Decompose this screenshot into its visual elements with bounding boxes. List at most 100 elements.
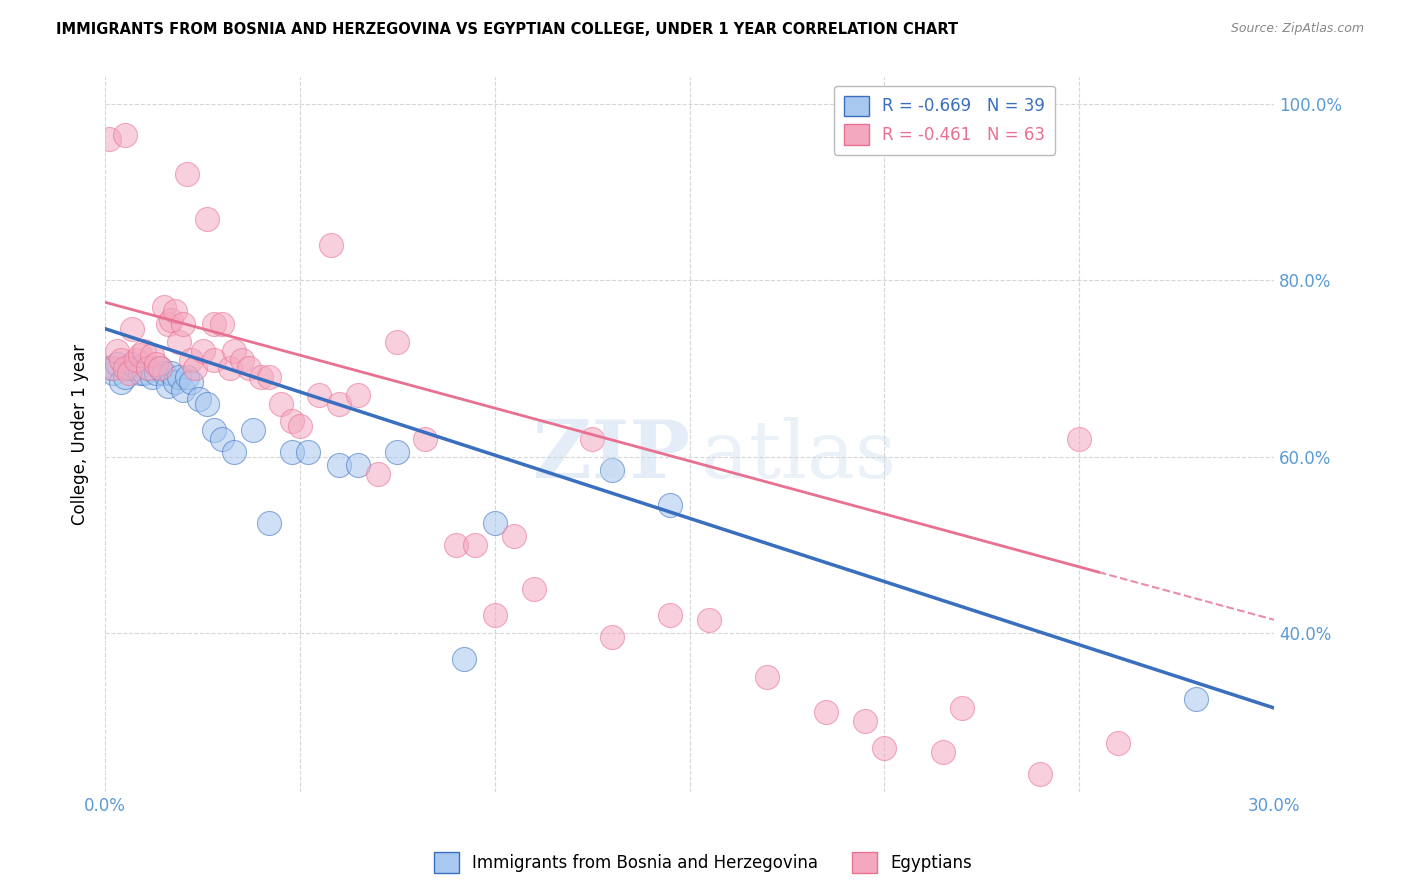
Point xyxy=(145,366,167,380)
Point xyxy=(453,652,475,666)
Point xyxy=(581,432,603,446)
Point xyxy=(211,432,233,446)
Point xyxy=(242,423,264,437)
Point xyxy=(600,463,623,477)
Point xyxy=(165,304,187,318)
Point xyxy=(756,670,779,684)
Point xyxy=(117,361,139,376)
Point xyxy=(347,458,370,473)
Point xyxy=(202,352,225,367)
Point xyxy=(288,418,311,433)
Point xyxy=(387,334,409,349)
Point xyxy=(176,370,198,384)
Point xyxy=(98,361,121,376)
Y-axis label: College, Under 1 year: College, Under 1 year xyxy=(72,344,89,525)
Point xyxy=(180,352,202,367)
Point xyxy=(464,538,486,552)
Point xyxy=(222,343,245,358)
Point xyxy=(184,361,207,376)
Point xyxy=(523,582,546,596)
Point xyxy=(321,238,343,252)
Point xyxy=(187,392,209,407)
Point xyxy=(231,352,253,367)
Point xyxy=(328,397,350,411)
Point xyxy=(134,366,156,380)
Point xyxy=(444,538,467,552)
Point xyxy=(152,366,174,380)
Point xyxy=(281,414,304,428)
Point xyxy=(814,706,837,720)
Point xyxy=(110,352,132,367)
Point xyxy=(932,745,955,759)
Point xyxy=(149,361,172,376)
Point xyxy=(101,366,124,380)
Point xyxy=(297,445,319,459)
Point xyxy=(156,318,179,332)
Point xyxy=(121,357,143,371)
Point xyxy=(222,445,245,459)
Point xyxy=(176,168,198,182)
Point xyxy=(1107,736,1129,750)
Point xyxy=(1069,432,1091,446)
Point xyxy=(125,361,148,376)
Point xyxy=(1029,767,1052,781)
Point xyxy=(873,740,896,755)
Point xyxy=(503,529,526,543)
Text: Source: ZipAtlas.com: Source: ZipAtlas.com xyxy=(1230,22,1364,36)
Legend: R = -0.669   N = 39, R = -0.461   N = 63: R = -0.669 N = 39, R = -0.461 N = 63 xyxy=(834,86,1056,155)
Point xyxy=(367,467,389,482)
Point xyxy=(136,361,159,376)
Point xyxy=(125,352,148,367)
Point xyxy=(270,397,292,411)
Point xyxy=(191,343,214,358)
Point xyxy=(250,370,273,384)
Text: IMMIGRANTS FROM BOSNIA AND HERZEGOVINA VS EGYPTIAN COLLEGE, UNDER 1 YEAR CORRELA: IMMIGRANTS FROM BOSNIA AND HERZEGOVINA V… xyxy=(56,22,959,37)
Point xyxy=(413,432,436,446)
Point xyxy=(202,318,225,332)
Text: ZIP: ZIP xyxy=(533,417,689,495)
Point xyxy=(136,361,159,376)
Point xyxy=(167,370,190,384)
Point xyxy=(129,366,152,380)
Point xyxy=(160,313,183,327)
Point xyxy=(600,631,623,645)
Point xyxy=(202,423,225,437)
Point xyxy=(659,498,682,512)
Point xyxy=(101,361,124,376)
Point xyxy=(387,445,409,459)
Point xyxy=(1185,692,1208,706)
Point xyxy=(308,388,330,402)
Point xyxy=(141,370,163,384)
Point xyxy=(484,608,506,623)
Point xyxy=(257,370,280,384)
Point xyxy=(117,366,139,380)
Point xyxy=(257,516,280,530)
Point xyxy=(659,608,682,623)
Point xyxy=(180,375,202,389)
Text: atlas: atlas xyxy=(702,417,897,495)
Point xyxy=(98,132,121,146)
Point xyxy=(105,343,128,358)
Point xyxy=(853,714,876,728)
Point xyxy=(121,322,143,336)
Point xyxy=(218,361,240,376)
Point xyxy=(114,361,136,376)
Point xyxy=(211,318,233,332)
Point xyxy=(145,357,167,371)
Point xyxy=(134,343,156,358)
Point xyxy=(347,388,370,402)
Point xyxy=(950,701,973,715)
Point xyxy=(172,318,194,332)
Point xyxy=(105,357,128,371)
Point xyxy=(129,348,152,362)
Point xyxy=(238,361,260,376)
Point xyxy=(141,348,163,362)
Point xyxy=(328,458,350,473)
Point xyxy=(172,384,194,398)
Point xyxy=(165,375,187,389)
Legend: Immigrants from Bosnia and Herzegovina, Egyptians: Immigrants from Bosnia and Herzegovina, … xyxy=(427,846,979,880)
Point xyxy=(195,211,218,226)
Point xyxy=(484,516,506,530)
Point xyxy=(697,613,720,627)
Point xyxy=(110,375,132,389)
